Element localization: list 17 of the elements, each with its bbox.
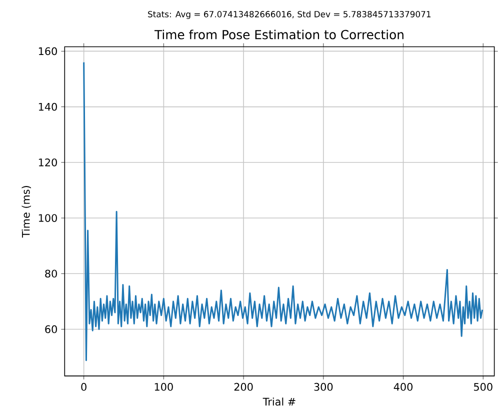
y-tick-label: 80	[45, 270, 57, 278]
x-tick-label: 100	[154, 383, 173, 391]
chart-subtitle: Stats: Avg = 67.07413482666016, Std Dev = 5.783845713379071	[148, 10, 431, 20]
y-axis-title: Time (ms)	[22, 186, 32, 238]
x-tick-label: 300	[314, 383, 333, 391]
x-tick-label: 0	[81, 383, 86, 391]
y-tick-label: 140	[38, 102, 57, 111]
line-series	[83, 62, 484, 362]
y-tick-label: 100	[38, 214, 57, 222]
y-tick-label: 160	[38, 47, 57, 56]
x-tick-label: 200	[234, 383, 253, 391]
x-axis-title: Trial #	[262, 398, 296, 406]
x-tick-label: 500	[474, 383, 492, 391]
chart-title: Time from Pose Estimation to Correction	[154, 30, 404, 40]
x-tick-label: 400	[394, 383, 412, 391]
y-tick-label: 120	[38, 158, 57, 166]
y-tick-label: 60	[45, 325, 57, 334]
